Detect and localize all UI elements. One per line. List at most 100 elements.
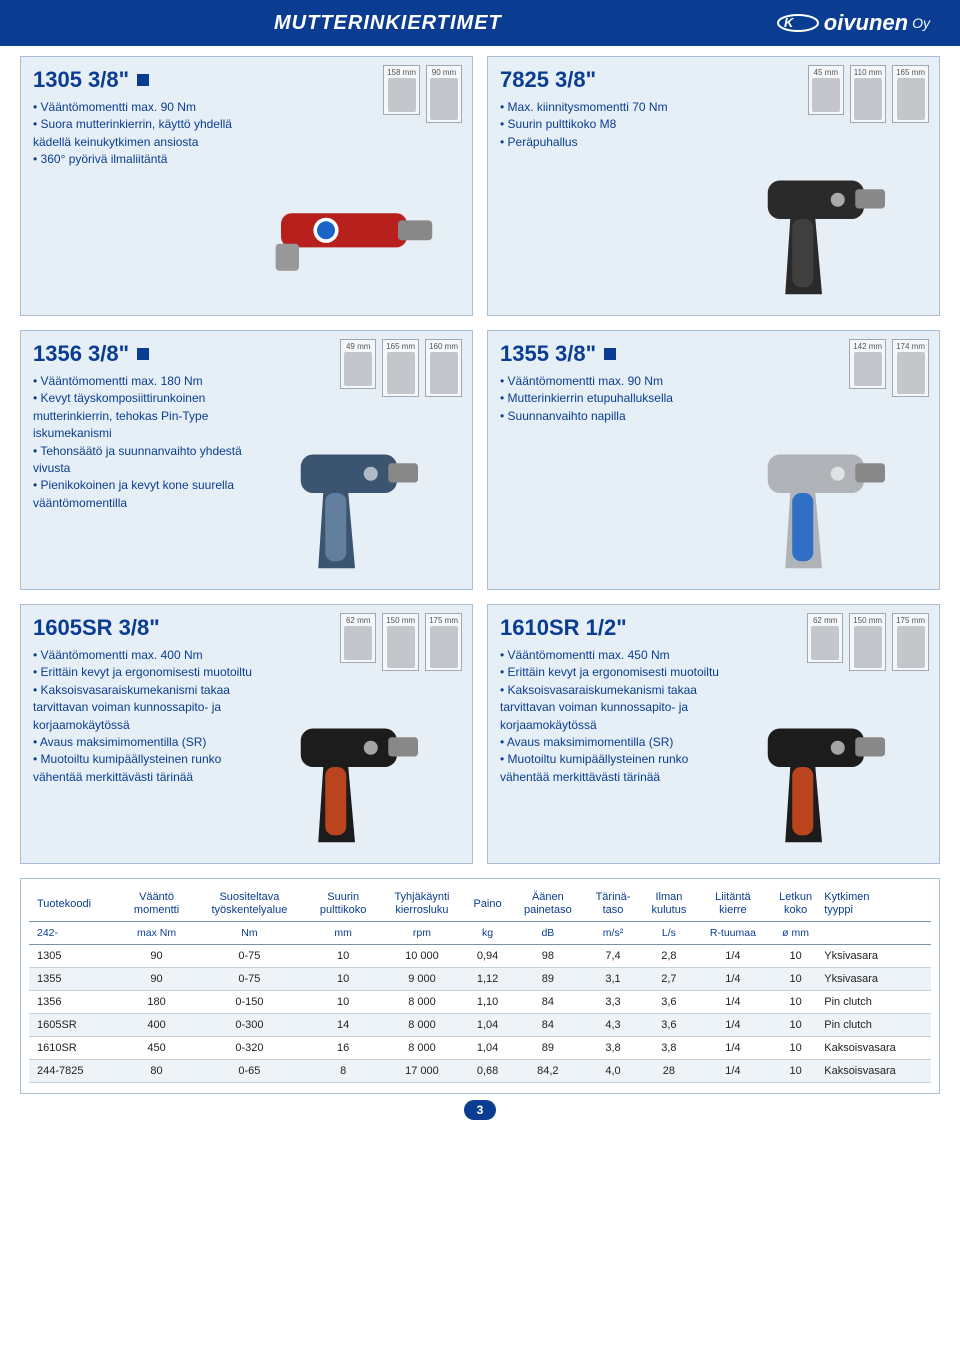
table-cell: 1/4: [697, 991, 769, 1014]
dimension-box: 175 mm: [892, 613, 929, 671]
table-cell: Pin clutch: [822, 991, 931, 1014]
dimension-silhouette-icon: [387, 352, 415, 394]
product-title-text: 1305 3/8": [33, 67, 129, 93]
dimension-label: 90 mm: [432, 68, 456, 77]
dimension-box: 174 mm: [892, 339, 929, 397]
dimension-box: 45 mm: [808, 65, 844, 115]
table-cell: 1,10: [464, 991, 510, 1014]
table-unit-cell: ø mm: [769, 922, 822, 945]
product-bullets: Vääntömomentti max. 400 NmErittäin kevyt…: [33, 647, 273, 786]
dimension-box: 142 mm: [849, 339, 886, 389]
product-title-text: 1356 3/8": [33, 341, 129, 367]
product-title-text: 1605SR 3/8": [33, 615, 160, 641]
table-cell: 0-75: [192, 968, 307, 991]
page-header: MUTTERINKIERTIMET K oivunen Oy: [0, 0, 960, 46]
table-cell: 10: [307, 991, 380, 1014]
table-header-cell: Ilmankulutus: [641, 887, 697, 922]
product-image: [272, 163, 452, 303]
table-cell: 2,7: [641, 968, 697, 991]
table-unit-cell: rpm: [379, 922, 464, 945]
table-cell: 10: [307, 968, 380, 991]
table-cell: Kaksoisvasara: [822, 1037, 931, 1060]
bullet-item: 360° pyörivä ilmaliitäntä: [33, 151, 273, 168]
logo-ellipse-icon: K: [776, 13, 820, 33]
dimension-silhouette-icon: [430, 626, 458, 668]
table-cell: 10: [769, 968, 822, 991]
dimension-label: 150 mm: [386, 616, 415, 625]
table-header-cell: Kytkimentyyppi: [822, 887, 931, 922]
square-marker-icon: [137, 74, 149, 86]
table-cell: 80: [121, 1060, 192, 1083]
table-cell: 1356: [29, 991, 121, 1014]
table-cell: 1355: [29, 968, 121, 991]
table-row: 244-7825800-65817 0000,6884,24,0281/410K…: [29, 1060, 931, 1083]
logo-text: oivunen: [824, 10, 908, 36]
table-cell: 1/4: [697, 1037, 769, 1060]
table-row: 1605SR4000-300148 0001,04844,33,61/410Pi…: [29, 1014, 931, 1037]
table-cell: 1,04: [464, 1014, 510, 1037]
table-unit-cell: kg: [464, 922, 510, 945]
table-header-cell: Tuotekoodi: [29, 887, 121, 922]
bullet-item: Avaus maksimimomentilla (SR): [33, 734, 273, 751]
dimension-box: 150 mm: [382, 613, 419, 671]
table-cell: 8 000: [379, 1037, 464, 1060]
dimension-silhouette-icon: [388, 78, 416, 112]
dimension-silhouette-icon: [854, 78, 882, 120]
table-cell: 1,04: [464, 1037, 510, 1060]
dimension-label: 174 mm: [896, 342, 925, 351]
dimension-box: 90 mm: [426, 65, 462, 123]
table-cell: 8 000: [379, 991, 464, 1014]
bullet-item: Erittäin kevyt ja ergonomisesti muotoilt…: [500, 664, 740, 681]
page-number: 3: [464, 1100, 496, 1120]
dimension-label: 175 mm: [896, 616, 925, 625]
bullet-item: Suurin pulttikoko M8: [500, 116, 740, 133]
bullet-item: Suunnanvaihto napilla: [500, 408, 740, 425]
table-header-cell: Liitäntäkierre: [697, 887, 769, 922]
table-unit-cell: 242-: [29, 922, 121, 945]
table-header-cell: Suurinpulttikoko: [307, 887, 380, 922]
bullet-item: Muotoiltu kumipäällysteinen runko vähent…: [500, 751, 740, 786]
table-cell: Yksivasara: [822, 968, 931, 991]
table-unit-cell: [822, 922, 931, 945]
table-cell: 10: [769, 991, 822, 1014]
product-image: [739, 437, 919, 577]
table-cell: 4,3: [585, 1014, 641, 1037]
table-row: 1305900-751010 0000,94987,42,81/410Yksiv…: [29, 945, 931, 968]
table-cell: 84: [511, 1014, 585, 1037]
table-header-cell: Paino: [464, 887, 510, 922]
bullet-item: Pienikokoinen ja kevyt kone suurella vää…: [33, 477, 273, 512]
table-unit-cell: mm: [307, 922, 380, 945]
table-cell: 3,1: [585, 968, 641, 991]
table-cell: 1,12: [464, 968, 510, 991]
table-cell: 9 000: [379, 968, 464, 991]
table-header-cell: Tyhjäkäyntikierrosluku: [379, 887, 464, 922]
table-unit-cell: dB: [511, 922, 585, 945]
table-cell: 0-320: [192, 1037, 307, 1060]
bullet-item: Suora mutterinkierrin, käyttö yhdellä kä…: [33, 116, 273, 151]
table-units-row: 242-max NmNmmmrpmkgdBm/s²L/sR-tuumaaø mm: [29, 922, 931, 945]
dimension-box: 150 mm: [849, 613, 886, 671]
dimension-silhouette-icon: [344, 626, 372, 660]
product-title-text: 1610SR 1/2": [500, 615, 627, 641]
product-cards: 1305 3/8"Vääntömomentti max. 90 NmSuora …: [20, 56, 940, 864]
bullet-item: Vääntömomentti max. 90 Nm: [500, 373, 740, 390]
table-row: 1610SR4500-320168 0001,04893,83,81/410Ka…: [29, 1037, 931, 1060]
bullet-item: Vääntömomentti max. 90 Nm: [33, 99, 273, 116]
product-card-1355: 1355 3/8"Vääntömomentti max. 90 NmMutter…: [487, 330, 940, 590]
dimension-silhouette-icon: [430, 352, 458, 394]
dimension-label: 142 mm: [853, 342, 882, 351]
spec-table: TuotekoodiVääntömomenttiSuositeltavatyös…: [29, 887, 931, 1083]
table-cell: 1610SR: [29, 1037, 121, 1060]
dimension-diagrams: 142 mm 174 mm: [849, 339, 929, 397]
table-cell: 3,8: [585, 1037, 641, 1060]
table-cell: 7,4: [585, 945, 641, 968]
table-cell: 3,3: [585, 991, 641, 1014]
dimension-label: 62 mm: [346, 616, 370, 625]
dimension-silhouette-icon: [897, 626, 925, 668]
product-bullets: Vääntömomentti max. 450 NmErittäin kevyt…: [500, 647, 740, 786]
product-row: 1605SR 3/8" Vääntömomentti max. 400 NmEri…: [20, 604, 940, 864]
table-cell: 0,94: [464, 945, 510, 968]
table-unit-cell: L/s: [641, 922, 697, 945]
bullet-item: Vääntömomentti max. 180 Nm: [33, 373, 273, 390]
table-cell: 90: [121, 968, 192, 991]
